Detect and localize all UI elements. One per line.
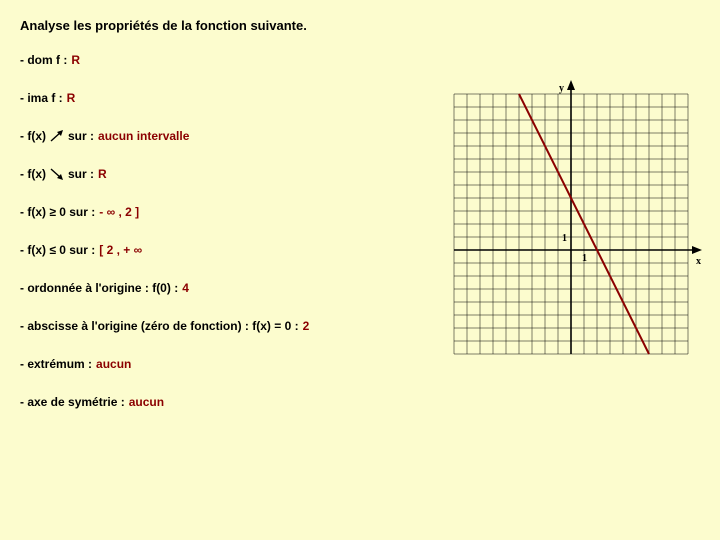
svg-text:1: 1 [582, 253, 587, 264]
prop-leq-label: - f(x) ≤ 0 sur : [20, 243, 95, 257]
graph-container: y x 1 1 [450, 80, 698, 370]
function-graph: y x 1 1 [450, 80, 706, 358]
prop-inc-pre: - f(x) [20, 129, 46, 143]
prop-dec-value: R [98, 167, 107, 181]
prop-xint-value: 2 [303, 319, 310, 333]
prop-yint-value: 4 [182, 281, 189, 295]
prop-ext-value: aucun [96, 357, 131, 371]
svg-text:1: 1 [562, 233, 567, 244]
prop-geq-label: - f(x) ≥ 0 sur : [20, 205, 95, 219]
prop-ext-label: - extrémum : [20, 357, 92, 371]
page-title: Analyse les propriétés de la fonction su… [20, 18, 700, 33]
arrow-up-right-icon [50, 130, 64, 142]
prop-inc-post: sur : [68, 129, 94, 143]
arrow-down-right-icon [50, 168, 64, 180]
prop-dec-post: sur : [68, 167, 94, 181]
prop-leq-value: [ 2 , + ∞ [99, 243, 142, 257]
prop-xint-label: - abscisse à l'origine (zéro de fonction… [20, 319, 299, 333]
prop-sym-label: - axe de symétrie : [20, 395, 125, 409]
prop-ima-label: - ima f : [20, 91, 63, 105]
prop-sym-value: aucun [129, 395, 164, 409]
prop-ima-value: R [67, 91, 76, 105]
prop-dom: - dom f : R [20, 53, 700, 67]
prop-inc-value: aucun intervalle [98, 129, 189, 143]
prop-yint-label: - ordonnée à l'origine : f(0) : [20, 281, 178, 295]
prop-dom-label: - dom f : [20, 53, 67, 67]
prop-geq-value: - ∞ , 2 ] [99, 205, 139, 219]
svg-text:y: y [559, 83, 564, 94]
prop-dec-pre: - f(x) [20, 167, 46, 181]
prop-dom-value: R [71, 53, 80, 67]
svg-text:x: x [696, 256, 701, 267]
prop-symmetry: - axe de symétrie : aucun [20, 395, 700, 409]
